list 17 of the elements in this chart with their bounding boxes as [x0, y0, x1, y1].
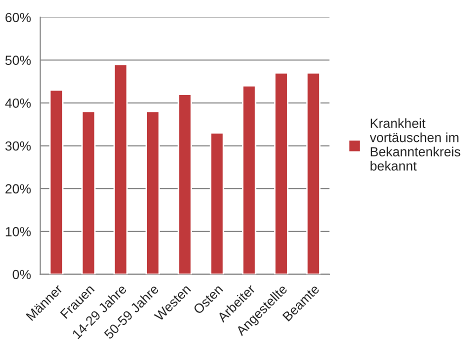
y-tick-label: 60%: [6, 12, 31, 22]
bar: [274, 72, 288, 274]
y-tick-label: 10%: [6, 227, 31, 236]
bar: [81, 110, 96, 274]
bar: [210, 132, 224, 274]
y-tick-label: 30%: [5, 141, 31, 151]
bar: [242, 85, 256, 274]
bar: [49, 89, 64, 274]
y-tick-label: 0%: [12, 270, 31, 280]
bar: [113, 64, 128, 274]
y-tick-label: 20%: [6, 184, 31, 194]
y-tick-label: 40%: [5, 98, 31, 108]
bar: [306, 72, 320, 274]
y-tick-label: 50%: [5, 56, 31, 65]
bar: [146, 110, 160, 274]
legend-label: Krankheit vortäuschen im Bekanntenkreis bekannt: [370, 118, 460, 171]
bar: [178, 94, 192, 274]
